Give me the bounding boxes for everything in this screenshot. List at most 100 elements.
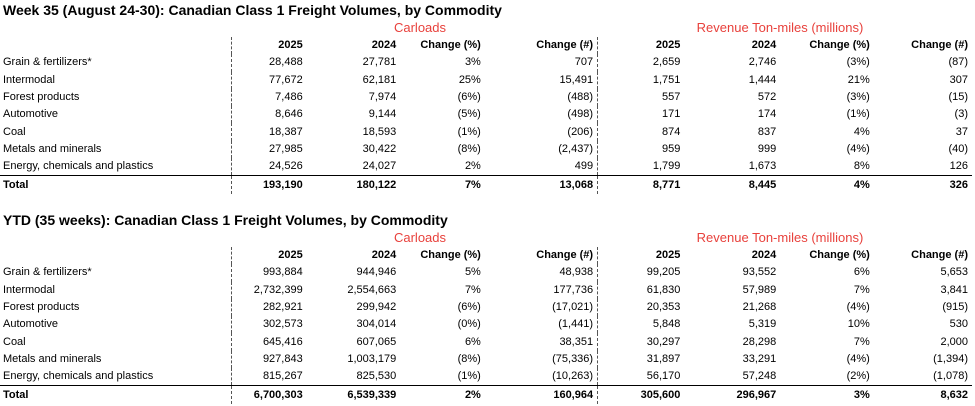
table-cell: (17,021) <box>552 301 594 314</box>
table-cell: 304,014 <box>356 318 397 331</box>
table-cell: 1,673 <box>748 160 777 173</box>
total-cell: 160,964 <box>484 385 598 404</box>
commodity-label: Automotive <box>3 318 59 331</box>
table-cell: 993,884 <box>230 264 307 282</box>
table-row: Grain & fertilizers* 993,884 944,946 5% 48,9… <box>0 264 972 282</box>
table-cell: 707 <box>574 56 594 69</box>
total-cell: 2% <box>400 385 485 404</box>
column-header: 2024 <box>751 39 777 52</box>
table-cell: (40) <box>948 142 968 155</box>
commodity-label: Metals and minerals <box>3 352 102 365</box>
table-cell: 2% <box>464 160 481 173</box>
commodity-label: Coal <box>3 335 26 348</box>
column-header: 2025 <box>230 247 307 265</box>
total-cell: 4% <box>780 175 874 194</box>
table-cell: 1,799 <box>597 158 685 176</box>
column-header: 2025 <box>597 247 685 265</box>
table-cell: 27,781 <box>362 56 397 69</box>
table-cell: 7% <box>853 335 870 348</box>
revenue-group-header: Revenue Ton-miles (millions) <box>696 20 864 35</box>
column-header: Change (#) <box>911 249 968 262</box>
table-cell: 25% <box>458 73 481 86</box>
table-cell: 5% <box>464 266 481 279</box>
column-header: Change (#) <box>536 39 594 52</box>
table-cell: 61,830 <box>597 281 685 299</box>
total-cell: 3% <box>780 385 874 404</box>
table-cell: 282,921 <box>230 298 307 317</box>
table-cell: (1,441) <box>558 318 594 331</box>
table-cell: 572 <box>757 91 777 104</box>
table-cell: 2,732,399 <box>230 281 307 299</box>
table-cell: 5,653 <box>940 266 968 279</box>
table-cell: 38,351 <box>559 335 594 348</box>
table-cell: (4%) <box>846 352 870 365</box>
table-cell: 48,938 <box>559 266 594 279</box>
total-cell: 305,600 <box>597 385 685 404</box>
table-cell: 5,848 <box>597 316 685 334</box>
table-cell: 93,552 <box>742 266 777 279</box>
column-header: Change (%) <box>420 39 481 52</box>
table-cell: (4%) <box>846 142 870 155</box>
total-label: Total <box>0 385 232 404</box>
ytd-volumes-table: 2025 2024 Change (%) Change (#) 2025 2024 Chan… <box>0 247 972 404</box>
commodity-label: Automotive <box>3 108 59 121</box>
total-cell: 7% <box>400 175 485 194</box>
carloads-group-header: Carloads <box>393 20 447 35</box>
table-cell: 18,387 <box>230 123 307 141</box>
table-cell: (2,437) <box>558 142 594 155</box>
table-cell: 959 <box>597 140 685 159</box>
table-cell: 177,736 <box>553 283 594 296</box>
table-cell: 99,205 <box>597 264 685 282</box>
column-header: Change (#) <box>536 249 594 262</box>
table-cell: 24,027 <box>362 160 397 173</box>
table-row: Grain & fertilizers* 28,488 27,781 3% 707 2,6… <box>0 54 972 72</box>
table-cell: (498) <box>567 108 594 121</box>
table-row: Intermodal 2,732,399 2,554,663 7% 177,736 61,… <box>0 281 972 299</box>
table-cell: 825,530 <box>356 370 397 383</box>
table-row: Energy, chemicals and plastics 815,267 825… <box>0 368 972 386</box>
total-cell: 6,700,303 <box>230 385 307 404</box>
commodity-label: Grain & fertilizers* <box>3 56 92 69</box>
table-cell: 27,985 <box>230 140 307 159</box>
column-header: 2024 <box>751 249 777 262</box>
table-cell: (75,336) <box>552 352 594 365</box>
table-row: Coal 645,416 607,065 6% 38,351 30,297 28,298 7%… <box>0 333 972 351</box>
table-cell: 24,526 <box>230 158 307 176</box>
table-cell: 2,659 <box>597 54 685 72</box>
commodity-label: Energy, chemicals and plastics <box>3 160 154 173</box>
table-cell: 7% <box>464 283 481 296</box>
table-cell: 30,297 <box>597 333 685 351</box>
table-cell: (206) <box>567 125 594 138</box>
total-cell: 8,771 <box>597 175 685 194</box>
table-cell: 2,000 <box>940 335 968 348</box>
table-cell: (10,263) <box>552 370 594 383</box>
table-cell: 9,144 <box>368 108 397 121</box>
table-cell: 999 <box>757 142 777 155</box>
total-label: Total <box>0 175 232 194</box>
column-header: Change (#) <box>911 39 968 52</box>
commodity-label: Energy, chemicals and plastics <box>3 370 154 383</box>
table-cell: 3,841 <box>940 283 968 296</box>
table-cell: 18,593 <box>362 125 397 138</box>
table-cell: (915) <box>942 301 968 314</box>
column-header <box>0 37 231 54</box>
table-cell: 874 <box>597 123 685 141</box>
ytd-table-title: YTD (35 weeks): Canadian Class 1 Freight… <box>3 212 448 228</box>
table-cell: 57,248 <box>742 370 777 383</box>
table-cell: 33,291 <box>742 352 777 365</box>
table-cell: 21% <box>847 73 870 86</box>
weekly-table-title: Week 35 (August 24-30): Canadian Class 1… <box>3 2 502 18</box>
table-row: Forest products 7,486 7,974 (6%) (488) 557 572… <box>0 88 972 107</box>
header-row: 2025 2024 Change (%) Change (#) 2025 2024 Chan… <box>0 247 972 265</box>
table-cell: 20,353 <box>597 298 685 317</box>
total-cell: 296,967 <box>684 385 781 404</box>
table-row: Metals and minerals 927,843 1,003,179 (8%) (… <box>0 350 972 369</box>
total-cell: 193,190 <box>230 175 307 194</box>
table-cell: 6% <box>464 335 481 348</box>
table-cell: 10% <box>847 318 870 331</box>
table-cell: 15,491 <box>559 73 594 86</box>
commodity-label: Grain & fertilizers* <box>3 266 92 279</box>
table-cell: 2,554,663 <box>347 283 397 296</box>
table-cell: 8,646 <box>230 106 307 124</box>
table-cell: 28,488 <box>230 54 307 72</box>
